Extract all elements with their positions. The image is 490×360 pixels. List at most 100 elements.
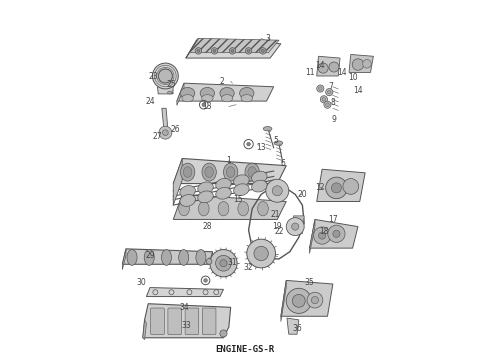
Ellipse shape [220, 87, 234, 99]
Ellipse shape [161, 249, 172, 265]
Text: 13: 13 [256, 143, 266, 152]
Polygon shape [173, 158, 286, 184]
Circle shape [311, 297, 318, 304]
Circle shape [328, 225, 345, 242]
Ellipse shape [144, 249, 154, 265]
Circle shape [254, 246, 269, 261]
Text: 1: 1 [226, 156, 231, 165]
Text: 19: 19 [272, 222, 282, 231]
Circle shape [293, 294, 305, 307]
Text: 34: 34 [179, 303, 189, 312]
Circle shape [320, 96, 327, 103]
Text: 24: 24 [145, 96, 155, 105]
Text: 8: 8 [330, 98, 335, 107]
Ellipse shape [180, 87, 195, 99]
Text: 14: 14 [337, 68, 346, 77]
Circle shape [163, 130, 168, 135]
Circle shape [326, 177, 347, 199]
Ellipse shape [127, 249, 137, 265]
Circle shape [292, 223, 299, 230]
Polygon shape [122, 249, 213, 264]
Polygon shape [122, 249, 126, 270]
Ellipse shape [248, 167, 256, 177]
Circle shape [318, 232, 326, 239]
Text: 28: 28 [202, 222, 212, 231]
Polygon shape [162, 108, 168, 130]
Text: ENGINE-GS-R: ENGINE-GS-R [216, 345, 274, 354]
Circle shape [326, 103, 329, 107]
Text: 26: 26 [170, 125, 180, 134]
Text: 31: 31 [228, 258, 237, 267]
Circle shape [159, 126, 172, 139]
Polygon shape [310, 220, 358, 248]
Polygon shape [317, 56, 340, 76]
Circle shape [195, 48, 201, 54]
Text: 27: 27 [152, 132, 162, 141]
Polygon shape [147, 288, 223, 297]
Polygon shape [287, 318, 299, 334]
Text: 12: 12 [316, 183, 325, 192]
Polygon shape [310, 220, 315, 253]
Ellipse shape [183, 167, 192, 177]
Ellipse shape [182, 95, 194, 102]
Text: 21: 21 [271, 210, 280, 219]
Polygon shape [177, 83, 184, 105]
Circle shape [197, 49, 200, 52]
Ellipse shape [201, 95, 213, 102]
Text: 2: 2 [220, 77, 224, 86]
Ellipse shape [216, 179, 231, 190]
Ellipse shape [202, 163, 216, 181]
Ellipse shape [179, 202, 190, 216]
Ellipse shape [223, 163, 238, 181]
FancyBboxPatch shape [168, 308, 181, 334]
Ellipse shape [226, 167, 235, 177]
Text: 15: 15 [233, 195, 243, 204]
Circle shape [363, 59, 371, 68]
Circle shape [326, 89, 333, 96]
Ellipse shape [234, 175, 249, 186]
Circle shape [318, 63, 328, 73]
Polygon shape [292, 216, 304, 234]
Circle shape [352, 59, 364, 70]
Circle shape [331, 183, 342, 193]
Polygon shape [177, 83, 274, 101]
Polygon shape [317, 169, 365, 202]
Ellipse shape [216, 187, 231, 199]
Circle shape [231, 49, 234, 52]
Circle shape [158, 69, 172, 83]
Polygon shape [157, 87, 173, 94]
Ellipse shape [241, 95, 252, 102]
Circle shape [220, 260, 227, 267]
Circle shape [327, 90, 331, 94]
Circle shape [318, 87, 322, 90]
Circle shape [213, 49, 216, 52]
Text: 36: 36 [292, 324, 302, 333]
Ellipse shape [196, 249, 206, 265]
Circle shape [322, 98, 326, 101]
Ellipse shape [221, 95, 233, 102]
Text: 5: 5 [273, 136, 278, 145]
Ellipse shape [234, 184, 249, 195]
Circle shape [314, 227, 331, 244]
Ellipse shape [251, 180, 267, 192]
Ellipse shape [200, 87, 215, 99]
Circle shape [204, 279, 207, 282]
Text: 14: 14 [353, 86, 363, 95]
Circle shape [220, 330, 227, 337]
Circle shape [229, 48, 236, 54]
Text: 35: 35 [305, 278, 315, 287]
Ellipse shape [198, 182, 213, 194]
Ellipse shape [198, 191, 213, 203]
Text: 30: 30 [136, 278, 146, 287]
Text: 11: 11 [305, 68, 314, 77]
Ellipse shape [168, 91, 172, 94]
Circle shape [262, 49, 265, 52]
Ellipse shape [180, 163, 195, 181]
Polygon shape [143, 320, 147, 339]
Ellipse shape [263, 127, 272, 131]
Polygon shape [173, 158, 182, 205]
Circle shape [329, 62, 339, 72]
Circle shape [286, 218, 304, 235]
Circle shape [247, 142, 250, 146]
Ellipse shape [240, 87, 254, 99]
